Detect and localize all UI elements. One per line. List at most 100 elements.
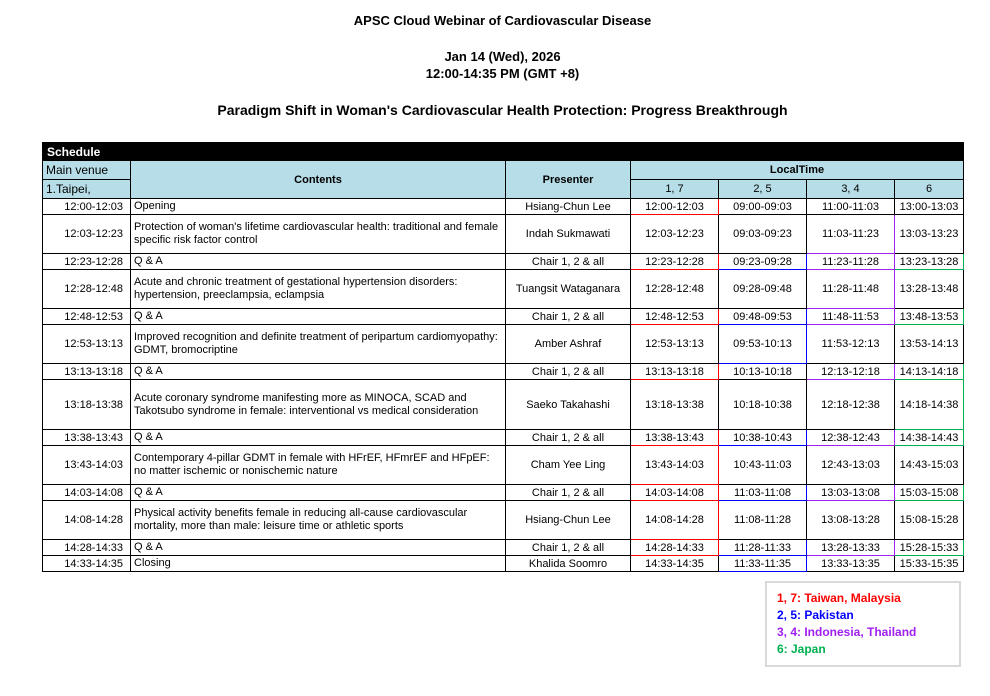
schedule-row: 14:08-14:28 Physical activity benefits fe…: [42, 500, 965, 540]
local-time-cell: 15:03-15:08: [893, 484, 965, 501]
local-time-cell: 10:18-10:38: [718, 379, 807, 430]
local-time-cell: 13:03-13:08: [806, 484, 895, 501]
session-time-cell: 13:18-13:38: [42, 379, 131, 430]
session-presenter-cell: Cham Yee Ling: [505, 445, 631, 485]
local-time-cell: 09:00-09:03: [718, 198, 807, 215]
session-time-cell: 14:33-14:35: [42, 555, 131, 572]
session-contents-cell: Q & A: [130, 539, 506, 556]
session-contents-cell: Q & A: [130, 429, 506, 446]
local-time-cell: 11:53-12:13: [806, 324, 895, 364]
local-time-cell: 09:23-09:28: [718, 253, 807, 270]
session-contents-cell: Q & A: [130, 363, 506, 380]
local-time-cell: 11:03-11:08: [718, 484, 807, 501]
schedule-row: 12:23-12:28 Q & A Chair 1, 2 & all 12:23-12…: [42, 253, 965, 270]
session-time-cell: 12:23-12:28: [42, 253, 131, 270]
schedule-table: Schedule Main venue Contents Presenter L…: [41, 142, 965, 572]
webinar-title: APSC Cloud Webinar of Cardiovascular Dis…: [353, 13, 652, 28]
local-time-cell: 14:33-14:35: [630, 555, 719, 572]
session-contents-cell: Q & A: [130, 308, 506, 325]
session-time-cell: 12:48-12:53: [42, 308, 131, 325]
schedule-bar-label: Schedule: [41, 142, 965, 161]
local-time-cell: 14:43-15:03: [893, 445, 965, 485]
session-presenter-cell: Indah Sukmawati: [505, 214, 631, 254]
schedule-bar-row: Schedule: [41, 142, 965, 161]
local-time-cell: 13:28-13:33: [806, 539, 895, 556]
session-contents-cell: Acute and chronic treatment of gestation…: [130, 269, 506, 309]
schedule-row: 13:18-13:38 Acute coronary syndrome manif…: [42, 379, 965, 430]
local-time-cell: 12:53-13:13: [630, 324, 719, 364]
session-time-cell: 12:28-12:48: [42, 269, 131, 309]
session-time-cell: 13:38-13:43: [42, 429, 131, 446]
legend-item-indonesia-thailand: 3, 4: Indonesia, Thailand: [777, 625, 917, 639]
local-time-cell: 10:38-10:43: [718, 429, 807, 446]
local-time-cell: 09:48-09:53: [718, 308, 807, 325]
webinar-subtitle: Paradigm Shift in Woman's Cardiovascular…: [217, 102, 788, 118]
local-time-cell: 13:03-13:23: [893, 214, 965, 254]
session-contents-cell: Q & A: [130, 253, 506, 270]
session-contents-cell: Contemporary 4-pillar GDMT in female wit…: [130, 445, 506, 485]
schedule-row: 14:28-14:33 Q & A Chair 1, 2 & all 14:28-14…: [42, 539, 965, 556]
local-time-cell: 14:03-14:08: [630, 484, 719, 501]
session-presenter-cell: Chair 1, 2 & all: [505, 539, 631, 556]
local-time-cell: 11:28-11:48: [806, 269, 895, 309]
local-time-cell: 11:03-11:23: [806, 214, 895, 254]
schedule-row: 13:38-13:43 Q & A Chair 1, 2 & all 13:38-13…: [42, 429, 965, 446]
local-time-cell: 13:33-13:35: [806, 555, 895, 572]
session-presenter-cell: Hsiang-Chun Lee: [505, 500, 631, 540]
local-time-cell: 13:18-13:38: [630, 379, 719, 430]
session-presenter-cell: Chair 1, 2 & all: [505, 363, 631, 380]
session-presenter-cell: Chair 1, 2 & all: [505, 308, 631, 325]
session-presenter-cell: Chair 1, 2 & all: [505, 253, 631, 270]
local-time-cell: 12:48-12:53: [630, 308, 719, 325]
zone-header-2-5: 2, 5: [718, 179, 807, 199]
local-time-cell: 11:48-11:53: [806, 308, 895, 325]
header-row-2: 1.Taipei, 1, 7 2, 5 3, 4 6: [42, 179, 965, 199]
local-time-cell: 10:43-11:03: [718, 445, 807, 485]
session-presenter-cell: Hsiang-Chun Lee: [505, 198, 631, 215]
local-time-cell: 11:23-11:28: [806, 253, 895, 270]
local-time-cell: 11:08-11:28: [718, 500, 807, 540]
local-time-cell: 09:28-09:48: [718, 269, 807, 309]
schedule-row: 13:43-14:03 Contemporary 4-pillar GDMT in…: [42, 445, 965, 485]
schedule-table-body: 12:00-12:03 Opening Hsiang-Chun Lee 12:00-1…: [42, 198, 965, 572]
session-presenter-cell: Chair 1, 2 & all: [505, 429, 631, 446]
local-time-cell: 13:43-14:03: [630, 445, 719, 485]
schedule-row: 12:48-12:53 Q & A Chair 1, 2 & all 12:48-12…: [42, 308, 965, 325]
session-time-cell: 12:53-13:13: [42, 324, 131, 364]
local-time-cell: 14:08-14:28: [630, 500, 719, 540]
session-time-cell: 12:03-12:23: [42, 214, 131, 254]
schedule-row: 12:28-12:48 Acute and chronic treatment o…: [42, 269, 965, 309]
schedule-row: 12:00-12:03 Opening Hsiang-Chun Lee 12:00-1…: [42, 198, 965, 215]
local-time-cell: 12:28-12:48: [630, 269, 719, 309]
session-presenter-cell: Chair 1, 2 & all: [505, 484, 631, 501]
local-time-cell: 11:28-11:33: [718, 539, 807, 556]
schedule-row: 13:13-13:18 Q & A Chair 1, 2 & all 13:13-13…: [42, 363, 965, 380]
session-time-cell: 14:08-14:28: [42, 500, 131, 540]
local-time-cell: 11:00-11:03: [806, 198, 895, 215]
local-time-cell: 13:13-13:18: [630, 363, 719, 380]
contents-header: Contents: [130, 160, 506, 199]
session-contents-cell: Opening: [130, 198, 506, 215]
session-contents-cell: Q & A: [130, 484, 506, 501]
session-presenter-cell: Tuangsit Wataganara: [505, 269, 631, 309]
schedule-row: 12:53-13:13 Improved recognition and defi…: [42, 324, 965, 364]
local-time-cell: 13:08-13:28: [806, 500, 895, 540]
webinar-time: 12:00-14:35 PM (GMT +8): [425, 66, 580, 81]
session-presenter-cell: Amber Ashraf: [505, 324, 631, 364]
zone-header-6: 6: [893, 179, 965, 199]
legend-item-pakistan: 2, 5: Pakistan: [777, 608, 854, 622]
session-contents-cell: Acute coronary syndrome manifesting more…: [130, 379, 506, 430]
local-time-cell: 12:00-12:03: [630, 198, 719, 215]
local-time-cell: 14:28-14:33: [630, 539, 719, 556]
schedule-row: 14:33-14:35 Closing Khalida Soomro 14:33-14…: [42, 555, 965, 572]
webinar-date: Jan 14 (Wed), 2026: [444, 49, 561, 64]
local-time-cell: 15:33-15:35: [893, 555, 965, 572]
local-time-cell: 12:18-12:38: [806, 379, 895, 430]
local-time-cell: 12:43-13:03: [806, 445, 895, 485]
session-time-cell: 12:00-12:03: [42, 198, 131, 215]
local-time-cell: 13:23-13:28: [893, 253, 965, 270]
session-presenter-cell: Saeko Takahashi: [505, 379, 631, 430]
local-time-cell: 14:38-14:43: [893, 429, 965, 446]
main-venue-header: Main venue: [42, 160, 131, 180]
zone-header-1-7: 1, 7: [630, 179, 719, 199]
